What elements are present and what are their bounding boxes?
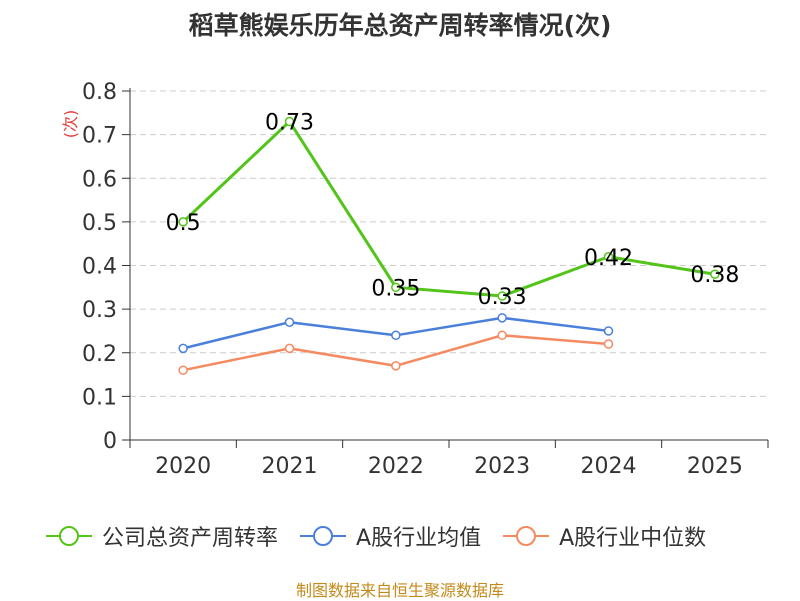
y-tick-label: 0.1 <box>82 385 117 410</box>
legend-swatch-marker <box>313 526 334 546</box>
data-labels: 0.5 0.73 0.35 0.33 0.42 0.38 <box>166 111 740 311</box>
y-tick-label: 0.4 <box>82 255 117 280</box>
data-label: 0.42 <box>584 246 633 271</box>
legend-item-industry-mean[interactable]: A股行业均值 <box>298 520 481 552</box>
series-lines <box>178 116 720 375</box>
data-label: 0.5 <box>166 211 201 236</box>
legend-label: 公司总资产周转率 <box>102 526 279 551</box>
series-point <box>284 116 295 127</box>
series-point <box>391 330 401 341</box>
series-point <box>603 252 614 262</box>
chart-title: 稻草熊娱乐历年总资产周转率情况(次) <box>188 11 612 40</box>
series-point <box>603 326 614 336</box>
x-tick-label: 2025 <box>687 454 743 479</box>
legend-line-marker-icon <box>46 526 92 546</box>
x-tick-label: 2022 <box>368 454 424 479</box>
y-tick-label: 0.6 <box>82 167 117 192</box>
legend-line-marker-icon <box>503 526 550 546</box>
legend-swatch-marker <box>516 526 537 546</box>
series-line <box>182 120 716 298</box>
x-tick-label: 2020 <box>155 454 211 479</box>
series-point <box>284 317 295 327</box>
axes: 0 0.1 0.2 0.3 0.4 0.5 0.6 0.7 0.8 2020 2021 2022 202… <box>82 80 769 479</box>
legend: 公司总资产周转率 A股行业均值 A股行业中位数 <box>44 520 726 552</box>
y-tick-label: 0 <box>103 429 117 454</box>
y-axis-label: (次) <box>61 110 80 139</box>
series-point <box>178 343 188 354</box>
series-point <box>497 291 507 301</box>
y-tick-label: 0.3 <box>82 298 117 323</box>
data-label: 0.38 <box>690 263 739 288</box>
legend-item-company[interactable]: 公司总资产周转率 <box>44 520 278 552</box>
y-tick-label: 0.8 <box>82 80 117 105</box>
series-point <box>178 365 188 375</box>
series-point <box>284 343 295 354</box>
data-label: 0.33 <box>478 285 527 310</box>
series-point <box>710 269 720 279</box>
legend-label: A股行业均值 <box>356 526 482 551</box>
data-label: 0.73 <box>265 111 314 136</box>
legend-swatch-marker <box>59 526 79 546</box>
data-source-note: 制图数据来自恒生聚源数据库 <box>295 581 504 600</box>
series-point <box>178 217 188 227</box>
y-tick-label: 0.2 <box>82 342 117 367</box>
x-tick-label: 2024 <box>581 454 637 479</box>
series-point <box>603 339 614 349</box>
y-tick-label: 0.5 <box>82 211 117 236</box>
y-tick-label: 0.7 <box>82 124 117 149</box>
x-tick-label: 2023 <box>474 454 530 479</box>
series-point <box>497 313 507 323</box>
legend-item-industry-median[interactable]: A股行业中位数 <box>501 520 706 552</box>
x-tick-label: 2021 <box>262 454 318 479</box>
legend-line-marker-icon <box>300 526 347 546</box>
series-point <box>391 361 401 371</box>
series-point <box>497 330 507 341</box>
legend-label: A股行业中位数 <box>559 526 707 551</box>
data-label: 0.35 <box>371 276 420 301</box>
series-point <box>391 282 401 293</box>
